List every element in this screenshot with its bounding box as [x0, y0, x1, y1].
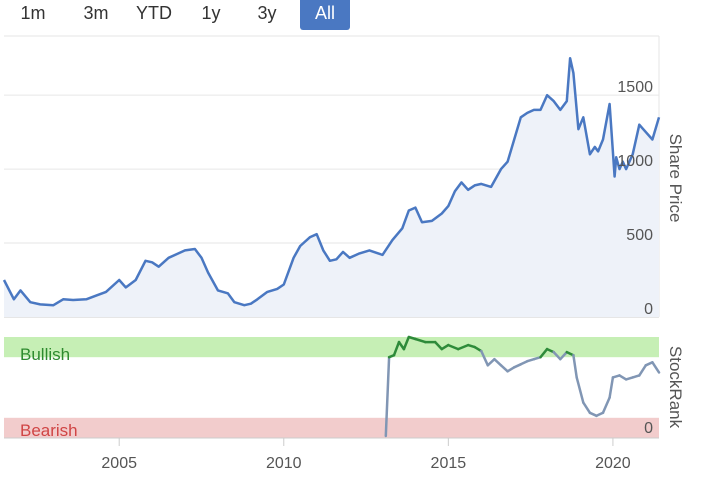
price-axis-title: Share Price: [666, 134, 685, 223]
rank-line-segment: [552, 350, 562, 361]
rank-line-segment: [506, 366, 516, 373]
rank-lines: [384, 335, 661, 438]
price-tick-label: 0: [644, 301, 653, 318]
rank-line-segment: [447, 343, 460, 351]
price-axis: 0 500 1000 1500: [617, 79, 653, 318]
range-button-3m[interactable]: 3m: [83, 3, 109, 23]
rank-line-segment: [414, 337, 427, 344]
price-tick-label: 500: [626, 227, 653, 244]
range-button-ytd[interactable]: YTD: [136, 3, 172, 23]
rank-line-segment: [572, 353, 578, 379]
rank-line-segment: [384, 355, 391, 438]
rank-line-segment: [582, 401, 592, 415]
rank-line-segment: [638, 364, 648, 377]
rank-line-segment: [486, 357, 496, 367]
rank-line-segment: [456, 343, 470, 351]
rank-line-segment: [651, 361, 661, 374]
rank-line-segment: [601, 396, 611, 415]
rank-line-segment: [499, 364, 509, 373]
price-line[interactable]: [2, 56, 661, 307]
rank-line-segment: [575, 376, 585, 404]
rank-line-segment: [608, 376, 615, 399]
rank-line-segment: [480, 349, 490, 367]
bearish-label: Bearish: [20, 421, 78, 440]
rank-line-segment: [433, 340, 444, 351]
rank-line-segment: [402, 335, 411, 351]
rank-line-segment: [392, 340, 401, 357]
rank-tick-0: 0: [644, 420, 653, 437]
range-button-1m[interactable]: 1m: [20, 3, 46, 23]
rank-line-segment: [559, 350, 569, 361]
rank-panel: Bullish Bearish 0 StockRank: [4, 335, 685, 440]
range-selector: 1m 3m YTD 1y 3y All: [0, 0, 701, 32]
rank-line-segment: [473, 345, 483, 353]
price-panel: 0 500 1000 1500 Share Price: [2, 35, 685, 318]
x-tick-label: 2020: [595, 455, 631, 472]
price-tick-label: 1000: [617, 153, 653, 170]
rank-axis-title: StockRank: [666, 346, 685, 429]
rank-line-segment: [539, 347, 549, 359]
range-button-3y[interactable]: 3y: [257, 3, 277, 23]
rank-line-segment: [440, 343, 450, 351]
bearish-band: [4, 417, 659, 438]
x-axis: 2005 2010 2015 2020: [4, 437, 659, 472]
bullish-band: [4, 337, 659, 358]
price-area: [4, 58, 659, 317]
x-tick-label: 2015: [431, 455, 467, 472]
x-tick-label: 2005: [101, 455, 137, 472]
bullish-label: Bullish: [20, 345, 70, 364]
range-button-1y[interactable]: 1y: [201, 3, 221, 23]
x-tick-label: 2010: [266, 455, 302, 472]
rank-line-segment: [493, 357, 503, 367]
price-tick-label: 1500: [617, 79, 653, 96]
range-button-all[interactable]: All: [300, 0, 350, 30]
rank-line-segment: [618, 374, 628, 381]
